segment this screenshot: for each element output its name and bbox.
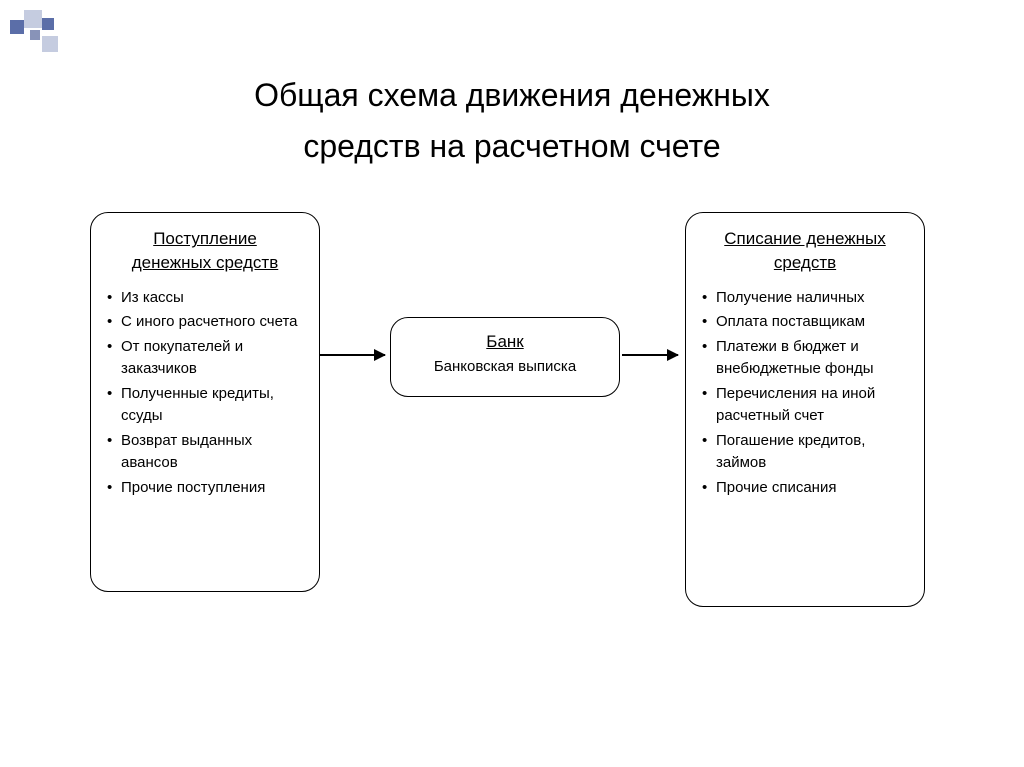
bank-subtitle: Банковская выписка	[401, 358, 609, 375]
outgoing-list: Получение наличныхОплата поставщикамПлат…	[696, 287, 914, 500]
bank-title: Банк	[401, 330, 609, 354]
decoration-square	[42, 36, 58, 52]
decoration-square	[10, 20, 24, 34]
list-item: С иного расчетного счета	[105, 311, 309, 334]
list-item: Возврат выданных авансов	[105, 430, 309, 475]
decoration-square	[42, 18, 54, 30]
title-line-2: средств на расчетном счете	[303, 128, 720, 164]
arrow-left	[320, 354, 385, 356]
arrow-right	[622, 354, 678, 356]
outgoing-box: Списание денежных средств Получение нали…	[685, 212, 925, 607]
list-item: Из кассы	[105, 287, 309, 310]
list-item: Прочие списания	[700, 477, 914, 500]
list-item: Платежи в бюджет и внебюджетные фонды	[700, 336, 914, 381]
list-item: Получение наличных	[700, 287, 914, 310]
outgoing-title: Списание денежных средств	[696, 227, 914, 275]
incoming-box: Поступление денежных средств Из кассыС и…	[90, 212, 320, 592]
list-item: Прочие поступления	[105, 477, 309, 500]
decoration-square	[30, 30, 40, 40]
decoration-square	[24, 10, 42, 28]
incoming-list: Из кассыС иного расчетного счетаОт покуп…	[101, 287, 309, 500]
list-item: Оплата поставщикам	[700, 311, 914, 334]
list-item: От покупателей и заказчиков	[105, 336, 309, 381]
incoming-title: Поступление денежных средств	[101, 227, 309, 275]
list-item: Погашение кредитов, займов	[700, 430, 914, 475]
title-line-1: Общая схема движения денежных	[254, 77, 770, 113]
bank-box: Банк Банковская выписка	[390, 317, 620, 397]
page-title: Общая схема движения денежных средств на…	[0, 0, 1024, 172]
list-item: Перечисления на иной расчетный счет	[700, 383, 914, 428]
list-item: Полученные кредиты, ссуды	[105, 383, 309, 428]
